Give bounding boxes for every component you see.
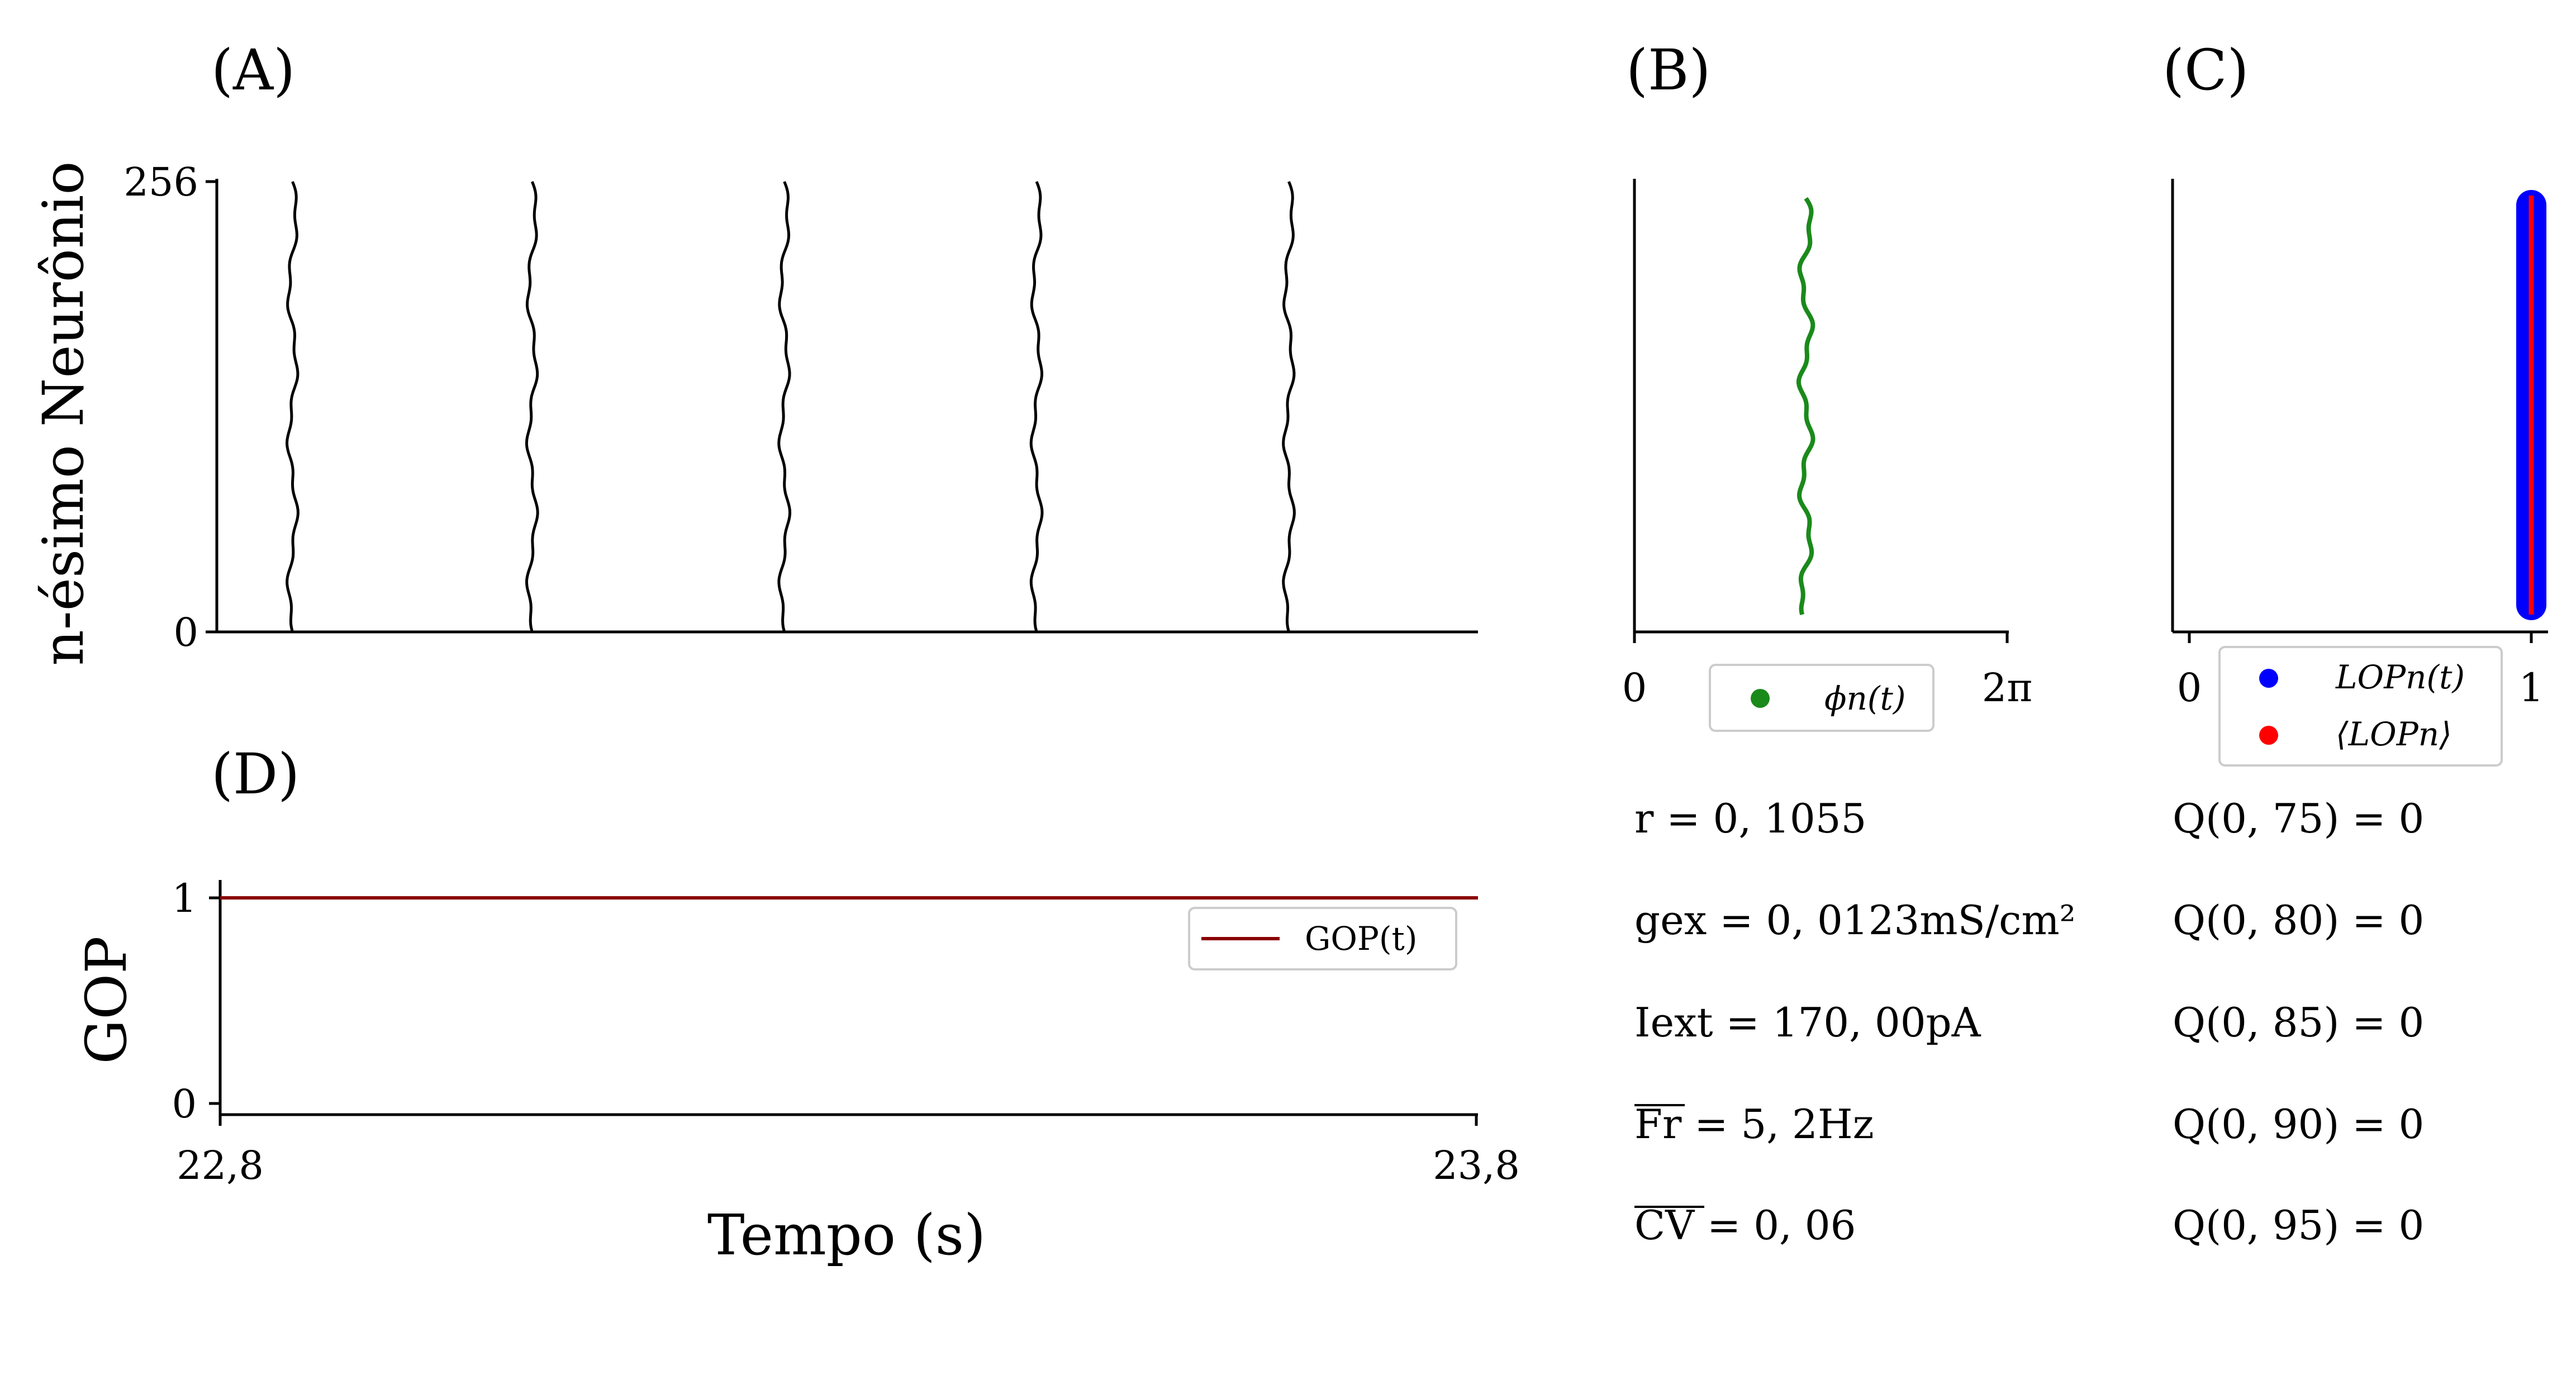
raster-ytick-max: 256 bbox=[123, 159, 198, 205]
lop-xtick-max: 1 bbox=[2519, 665, 2544, 711]
gop-xtick-max: 23,8 bbox=[1433, 1143, 1520, 1188]
phase-plot: 0 2π ϕn(t) bbox=[1622, 179, 2033, 732]
raster-plot: 256 0 n-ésimo Neurônio bbox=[31, 159, 1478, 666]
param-fr: Fr = 5, 2Hz bbox=[1634, 1101, 1874, 1148]
raster-burst-5 bbox=[1282, 181, 1296, 631]
phase-xtick-max: 2π bbox=[1982, 665, 2033, 711]
gop-legend-label: GOP(t) bbox=[1305, 920, 1417, 958]
raster-burst-4 bbox=[1029, 181, 1044, 631]
panel-label-c: (C) bbox=[2162, 37, 2249, 103]
gop-ytick-1: 1 bbox=[172, 876, 197, 921]
phase-series-line bbox=[1796, 197, 1815, 616]
phase-xtick-min: 0 bbox=[1622, 665, 1647, 711]
gop-xtick-min: 22,8 bbox=[177, 1143, 264, 1188]
panel-label-d: (D) bbox=[211, 741, 300, 807]
phase-legend-label: ϕn(t) bbox=[1824, 679, 1905, 717]
phase-legend-box bbox=[1709, 664, 1935, 732]
raster-ylabel: n-ésimo Neurônio bbox=[31, 161, 96, 665]
gop-plot: 1 0 22,8 23,8 GOP Tempo (s) GOP(t) bbox=[74, 876, 1520, 1268]
lop-legend-marker-mean bbox=[2259, 726, 2278, 745]
raster-bursts bbox=[285, 181, 1296, 631]
param-q085: Q(0, 85) = 0 bbox=[2173, 999, 2424, 1046]
panel-label-a: (A) bbox=[211, 37, 295, 103]
gop-ylabel: GOP bbox=[74, 936, 139, 1064]
raster-burst-2 bbox=[525, 181, 539, 631]
params-right: Q(0, 75) = 0 Q(0, 80) = 0 Q(0, 85) = 0 Q… bbox=[2173, 795, 2424, 1249]
gop-xlabel: Tempo (s) bbox=[707, 1202, 986, 1268]
phase-legend-marker bbox=[1751, 689, 1770, 708]
param-q095: Q(0, 95) = 0 bbox=[2173, 1202, 2424, 1249]
param-cv: CV = 0, 06 bbox=[1634, 1202, 1856, 1249]
param-q075: Q(0, 75) = 0 bbox=[2173, 795, 2424, 842]
gop-legend-box bbox=[1188, 907, 1457, 970]
param-gex: gex = 0, 0123mS/cm² bbox=[1634, 897, 2076, 944]
param-r: r = 0, 1055 bbox=[1634, 795, 1866, 842]
lop-legend-marker-lop bbox=[2259, 669, 2278, 688]
lop-xtick-min: 0 bbox=[2177, 665, 2202, 711]
lop-legend-label-mean: ⟨LOPn⟩ bbox=[2336, 715, 2452, 753]
lop-legend-box bbox=[2218, 646, 2503, 767]
raster-burst-3 bbox=[777, 181, 792, 631]
param-q080: Q(0, 80) = 0 bbox=[2173, 897, 2424, 944]
param-q090: Q(0, 90) = 0 bbox=[2173, 1101, 2424, 1148]
param-iext: Iext = 170, 00pA bbox=[1634, 999, 1981, 1046]
raster-ytick-min: 0 bbox=[173, 610, 198, 655]
panel-label-b: (B) bbox=[1626, 37, 1711, 103]
lop-plot: 0 1 LOPn(t) ⟨LOPn⟩ bbox=[2171, 179, 2548, 767]
gop-ytick-0: 0 bbox=[172, 1081, 197, 1127]
params-left: r = 0, 1055 gex = 0, 0123mS/cm² Iext = 1… bbox=[1634, 795, 2076, 1249]
raster-burst-1 bbox=[285, 181, 300, 631]
lop-legend-label-lop: LOPn(t) bbox=[2335, 658, 2465, 696]
